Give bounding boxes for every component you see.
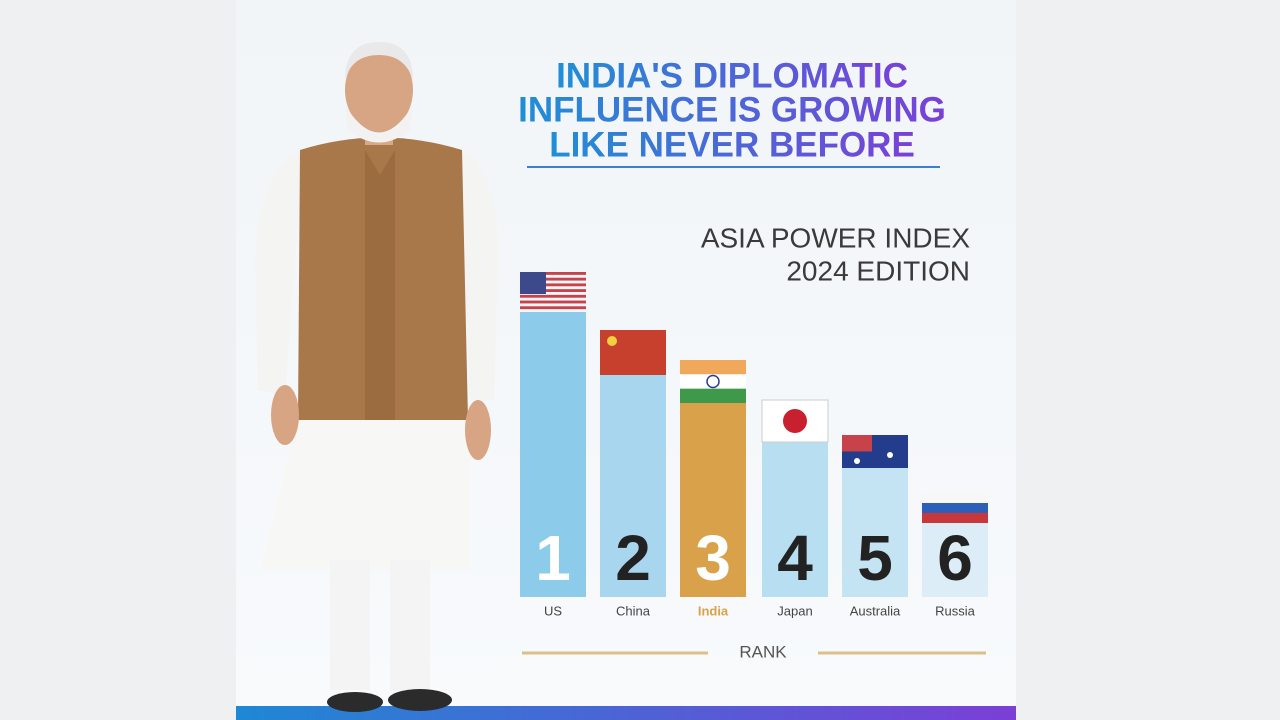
country-label: Australia (850, 603, 901, 618)
rank-number: 5 (857, 522, 893, 594)
ranking: 1 US 2 China 3 India 4 Japan 5 Australia 6 Russia (520, 272, 988, 618)
flag-part (922, 503, 988, 513)
subtitle-line: 2024 EDITION (786, 255, 970, 286)
axis-label: RANK (739, 642, 787, 661)
bar (922, 523, 988, 597)
flag-part (922, 493, 988, 503)
country-label: US (544, 603, 562, 618)
flag-part (520, 283, 586, 287)
title-line: LIKE NEVER BEFORE (549, 125, 915, 164)
flag-part (854, 458, 860, 464)
flag-part (680, 374, 746, 389)
rank-number: 6 (937, 522, 973, 594)
flag-part (842, 435, 872, 452)
bar (600, 375, 666, 597)
bar (842, 468, 908, 597)
country-label: Japan (777, 603, 812, 618)
flag-part (520, 306, 586, 310)
bar (762, 442, 828, 597)
flag-part (520, 272, 586, 275)
rank-number: 4 (777, 522, 813, 594)
flag-part (520, 277, 586, 281)
country-label: China (616, 603, 651, 618)
flag-part (520, 300, 586, 304)
rank-number: 3 (695, 522, 731, 594)
rank-number: 2 (615, 522, 651, 594)
flag-part (680, 360, 746, 375)
person-figure (255, 42, 499, 712)
flag-part (520, 294, 586, 298)
rank-number: 1 (535, 522, 571, 594)
country-label: Russia (935, 603, 976, 618)
flag-part (706, 374, 720, 389)
title-line: INDIA'S DIPLOMATIC (556, 56, 908, 95)
flag-part (680, 388, 746, 403)
flag-part (887, 452, 893, 458)
flag-part (520, 289, 586, 292)
bar (680, 403, 746, 597)
flag-part (922, 513, 988, 523)
subtitle-line: ASIA POWER INDEX (701, 222, 970, 253)
country-label: India (698, 603, 729, 618)
title-line: INFLUENCE IS GROWING (518, 90, 946, 129)
flag-part (783, 409, 807, 433)
flag-part (520, 272, 546, 294)
flag-part (607, 336, 617, 346)
bar (520, 312, 586, 597)
